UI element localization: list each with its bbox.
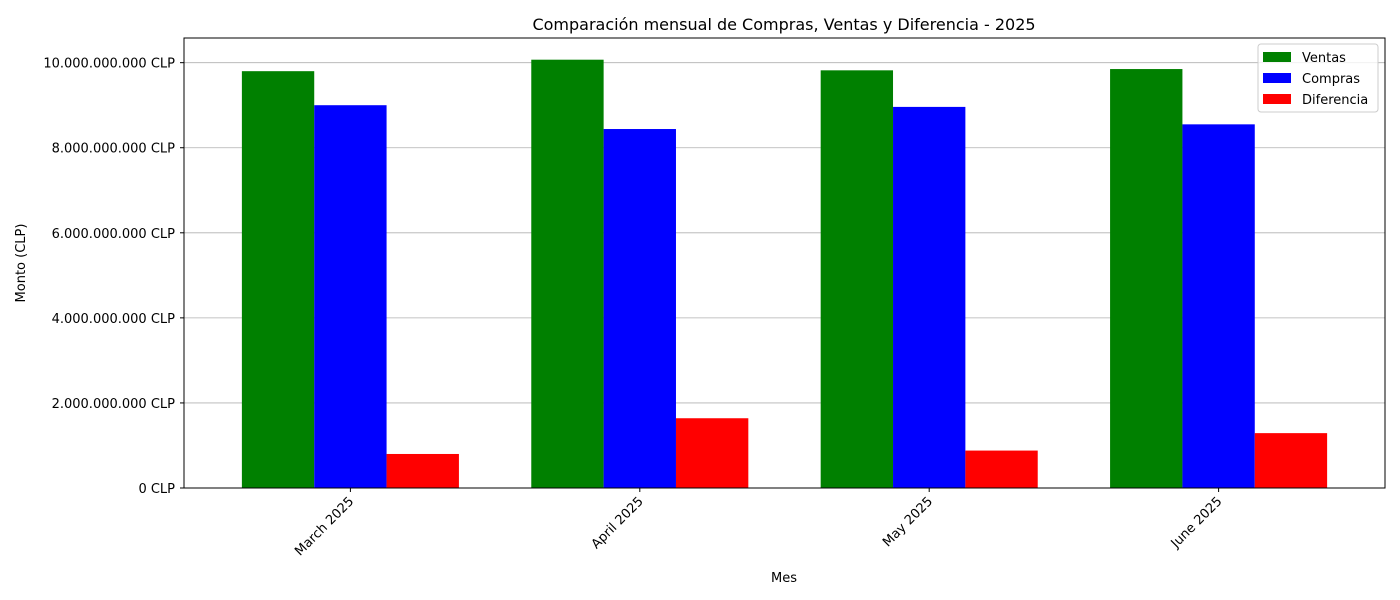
bar-diferencia [1254, 433, 1328, 488]
bars [241, 59, 1328, 489]
x-axis-label: Mes [771, 571, 797, 586]
chart-title: Comparación mensual de Compras, Ventas y… [532, 15, 1035, 34]
bar-diferencia [675, 418, 749, 488]
legend-swatch-compras [1263, 73, 1291, 83]
y-axis: 0 CLP 2.000.000.000 CLP 4.000.000.000 CLP 6… [43, 57, 184, 497]
bar-ventas [241, 71, 315, 488]
bar-ventas [820, 70, 894, 489]
bar-compras [314, 105, 387, 488]
legend-label-ventas: Ventas [1302, 51, 1346, 66]
legend-swatch-diferencia [1263, 94, 1291, 104]
legend-label-diferencia: Diferencia [1302, 93, 1368, 108]
y-tick-label: 2.000.000.000 CLP [52, 397, 176, 412]
bar-compras [1182, 124, 1255, 488]
y-tick-label: 6.000.000.000 CLP [52, 227, 176, 242]
y-tick-label: 4.000.000.000 CLP [52, 312, 176, 327]
y-axis-label: Monto (CLP) [14, 224, 29, 303]
bar-ventas [531, 59, 604, 489]
bar-diferencia [386, 453, 459, 488]
bar-compras [603, 129, 676, 488]
y-tick-label: 0 CLP [138, 482, 175, 497]
bar-compras [893, 106, 966, 488]
plot-frame [183, 37, 1386, 489]
y-tick-label: 8.000.000.000 CLP [52, 142, 176, 157]
bar-ventas [1110, 69, 1183, 489]
legend-label-compras: Compras [1302, 72, 1360, 87]
legend: Ventas Compras Diferencia [1257, 43, 1379, 113]
bar-diferencia [965, 450, 1038, 488]
y-tick-label: 10.000.000.000 CLP [43, 57, 175, 72]
legend-swatch-ventas [1263, 52, 1291, 62]
